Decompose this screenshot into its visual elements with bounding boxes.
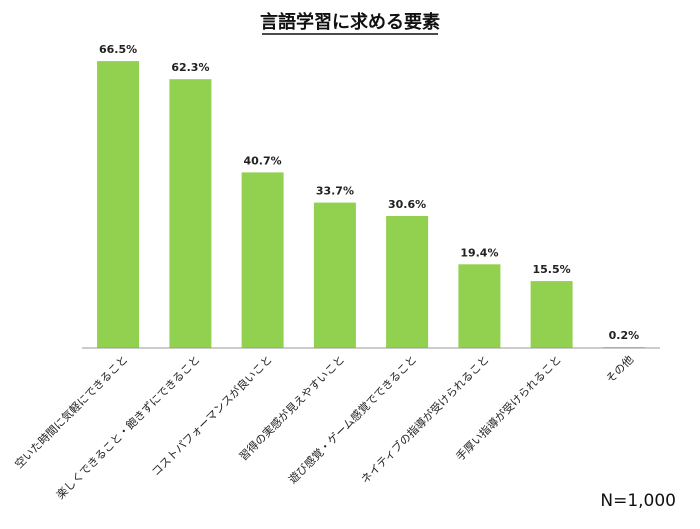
data-label-7: 15.5% bbox=[533, 263, 571, 276]
x-tick-label-5: 遊び感覚・ゲーム感覚でできること bbox=[285, 352, 419, 486]
x-tick-label-2: 楽しくできること・飽きずにできること bbox=[53, 352, 202, 501]
bar-3 bbox=[241, 172, 284, 348]
bar-2 bbox=[169, 79, 212, 348]
x-tick-label-6: ネイティブの指導が受けられること bbox=[358, 352, 492, 486]
bar-5 bbox=[386, 216, 429, 348]
data-label-3: 40.7% bbox=[244, 154, 282, 167]
x-tick-label-8: その他 bbox=[604, 353, 637, 386]
bar-4 bbox=[313, 202, 356, 348]
data-label-1: 66.5% bbox=[99, 43, 137, 56]
data-label-5: 30.6% bbox=[388, 198, 426, 211]
data-label-8: 0.2% bbox=[609, 329, 640, 342]
data-label-6: 19.4% bbox=[460, 246, 498, 259]
data-label-4: 33.7% bbox=[316, 185, 354, 198]
data-label-2: 62.3% bbox=[171, 61, 209, 74]
sample-size-note: N=1,000 bbox=[600, 491, 676, 511]
x-tick-label-1: 空いた時間に気軽にできること bbox=[12, 352, 131, 471]
bar-1 bbox=[97, 61, 140, 348]
x-tick-label-3: コストパフォーマンスが良いこと bbox=[148, 352, 274, 478]
bar-7 bbox=[530, 281, 573, 348]
bars-layer bbox=[97, 61, 645, 348]
chart-title: 言語学習に求める要素 bbox=[260, 11, 440, 33]
bar-6 bbox=[458, 264, 501, 348]
